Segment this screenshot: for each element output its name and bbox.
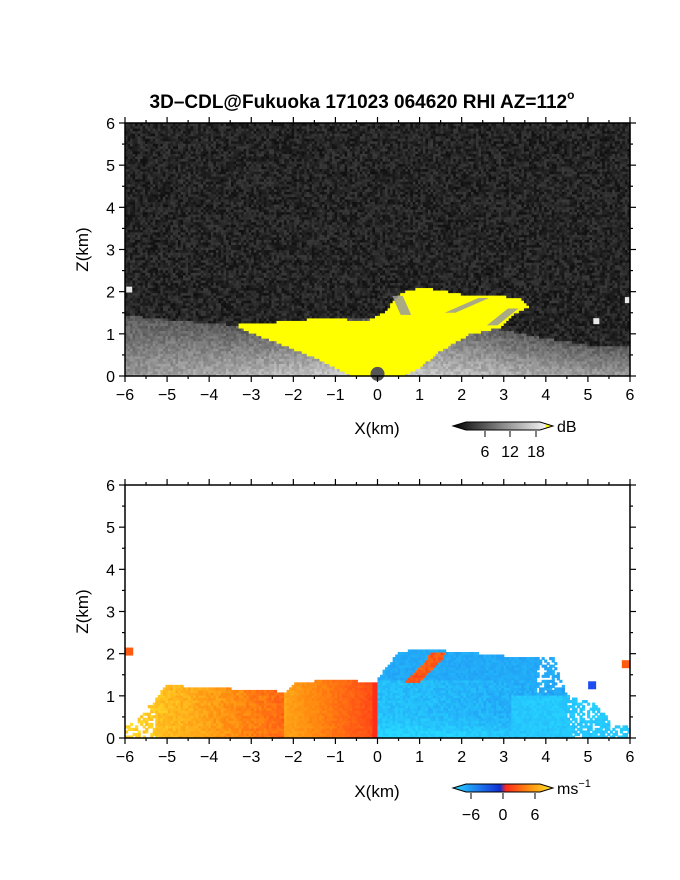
chart-title-main: 3D–CDL@Fukuoka 171023 064620 RHI AZ=112 — [150, 92, 568, 113]
chart-title-degree: o — [567, 88, 574, 102]
chart-title: 3D–CDL@Fukuoka 171023 064620 RHI AZ=112o — [150, 88, 575, 113]
reflectivity-heatmap — [125, 123, 631, 381]
